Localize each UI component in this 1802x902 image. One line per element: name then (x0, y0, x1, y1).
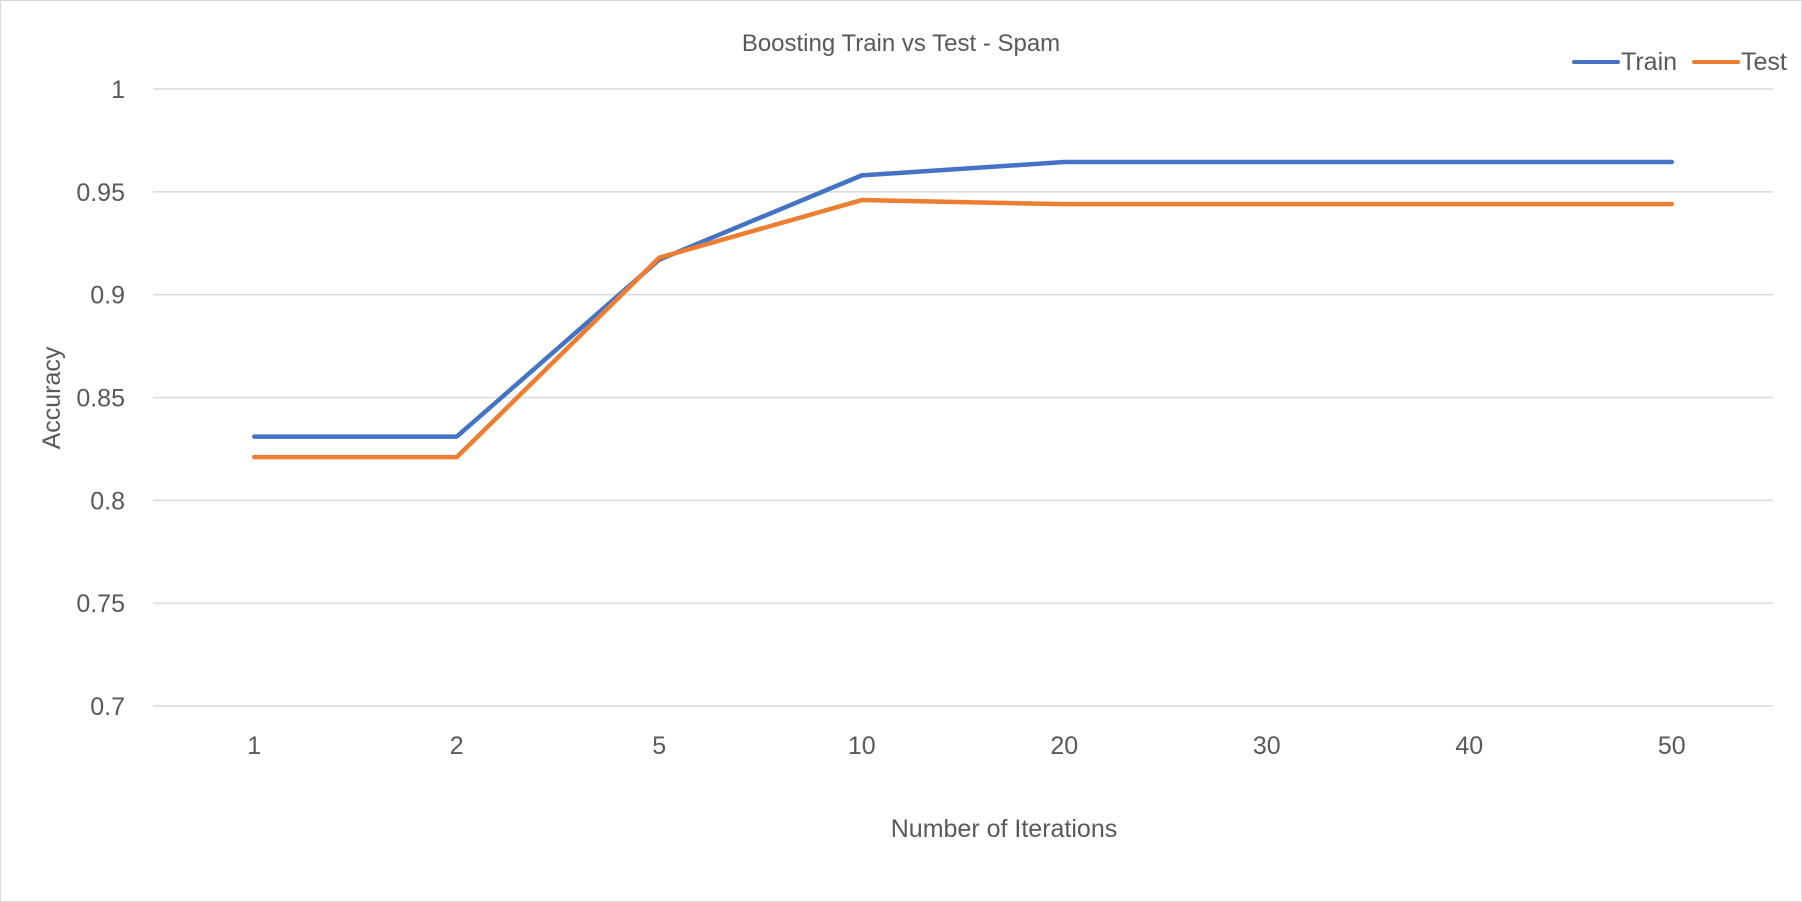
x-tick-label: 2 (450, 732, 464, 760)
x-tick-label: 50 (1658, 732, 1686, 760)
legend-test-label: Test (1741, 48, 1787, 76)
x-axis-title: Number of Iterations (891, 815, 1118, 843)
gridlines (153, 88, 1773, 707)
y-tick-label: 0.85 (76, 385, 125, 413)
y-tick-label: 0.95 (76, 179, 125, 207)
y-tick-label: 0.75 (76, 590, 125, 618)
x-tick-label: 40 (1455, 732, 1483, 760)
series-test (252, 197, 1674, 460)
x-tick-label: 5 (652, 732, 666, 760)
series-line-test (252, 197, 1674, 460)
series-train (252, 159, 1674, 439)
x-tick-label: 30 (1253, 732, 1281, 760)
chart-title: Boosting Train vs Test - Spam (742, 30, 1060, 57)
series-lines (252, 159, 1674, 460)
x-tick-label: 20 (1050, 732, 1078, 760)
series-line-train (252, 159, 1674, 439)
x-tick-label: 1 (247, 732, 261, 760)
legend: Train Test (1572, 48, 1787, 76)
y-axis-tick-labels: 0.7 0.75 0.8 0.85 0.9 0.95 1 (76, 76, 125, 721)
x-axis-tick-labels: 1 2 5 10 20 30 40 50 (247, 732, 1685, 760)
y-tick-label: 0.8 (90, 487, 125, 515)
y-tick-label: 0.9 (90, 282, 125, 310)
x-tick-label: 10 (848, 732, 876, 760)
y-axis-title: Accuracy (38, 346, 66, 449)
legend-train-label: Train (1621, 48, 1677, 76)
y-tick-label: 0.7 (90, 693, 125, 721)
y-tick-label: 1 (111, 76, 125, 104)
